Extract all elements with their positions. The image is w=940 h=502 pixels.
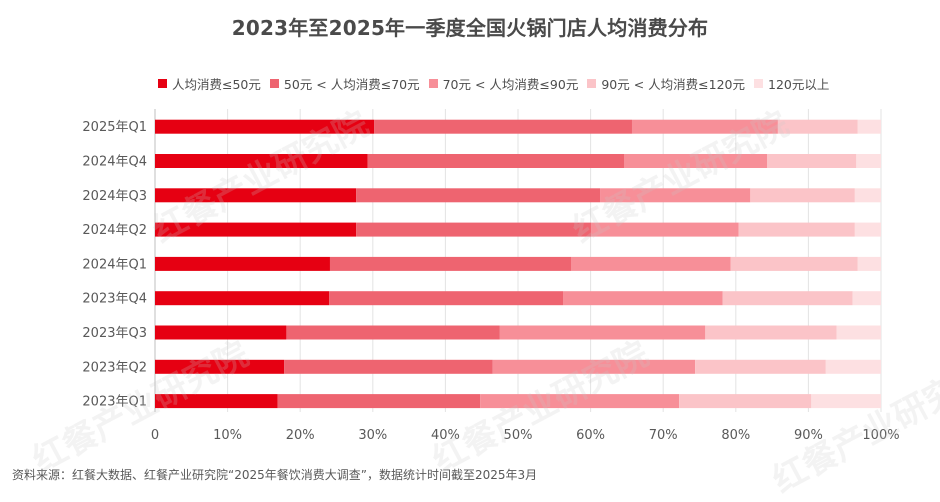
x-tick-label: 0	[151, 428, 159, 443]
bar-segment	[356, 222, 592, 237]
bar-segment	[155, 222, 357, 237]
bar-segment	[679, 394, 812, 409]
x-tick-label: 30%	[358, 428, 387, 443]
legend-item: 人均消费≤50元	[158, 74, 261, 93]
legend-item: 70元 < 人均消费≤90元	[428, 74, 579, 93]
bar-segment	[600, 188, 751, 203]
bar-segment	[852, 291, 881, 306]
legend-swatch-icon	[428, 79, 438, 88]
bar-segment	[591, 222, 739, 237]
bar-segment	[836, 325, 881, 340]
bar-segment	[825, 359, 881, 374]
x-tick-label: 20%	[286, 428, 315, 443]
bar-segment	[329, 291, 564, 306]
bar-segment	[750, 188, 855, 203]
bar-segment	[705, 325, 837, 340]
bar-segment	[738, 222, 855, 237]
bar-segment	[857, 256, 881, 271]
x-tick-label: 40%	[431, 428, 460, 443]
x-tick-label: 10%	[213, 428, 242, 443]
y-tick-label: 2024年Q4	[82, 155, 147, 170]
source-note: 资料来源：红餐大数据、红餐产业研究院“2025年餐饮消费大调查”，数据统计时间截…	[12, 468, 538, 482]
bar-segment	[722, 291, 853, 306]
y-tick-label: 2025年Q1	[82, 120, 147, 135]
bar-segment	[856, 154, 881, 168]
bar-segment	[563, 291, 723, 306]
bar-segment	[155, 325, 287, 340]
y-tick-label: 2023年Q1	[82, 395, 147, 410]
legend-swatch-icon	[269, 79, 279, 88]
bar-segment	[155, 119, 375, 134]
bar-segment	[367, 154, 624, 168]
bar-segment	[857, 119, 881, 134]
legend-item: 90元 < 人均消费≤120元	[587, 74, 745, 93]
chart-legend: 人均消费≤50元 50元 < 人均消费≤70元 70元 < 人均消费≤90元 90元 …	[158, 74, 838, 93]
bar-segment	[155, 256, 330, 271]
x-tick-label: 80%	[721, 428, 750, 443]
bar-segment	[155, 154, 368, 168]
bar-segment	[492, 359, 696, 374]
bar-segment	[329, 256, 571, 271]
y-tick-label: 2023年Q2	[82, 360, 147, 375]
bar-segment	[631, 119, 778, 134]
legend-swatch-icon	[754, 79, 763, 88]
legend-label: 70元 < 人均消费≤90元	[442, 77, 579, 92]
bar-segment	[695, 359, 826, 374]
bar-segment	[623, 154, 768, 168]
y-tick-label: 2023年Q3	[82, 326, 147, 341]
bar-segment	[155, 359, 285, 374]
x-tick-label: 60%	[576, 428, 605, 443]
bar-segment	[570, 256, 731, 271]
bar-segment	[155, 188, 357, 203]
bar-segment	[854, 222, 881, 237]
legend-item: 120元以上	[754, 74, 829, 93]
x-tick-label: 90%	[794, 428, 823, 443]
bar-segment	[277, 394, 481, 409]
bar-segment	[286, 325, 500, 340]
chart-title: 2023年至2025年一季度全国火锅门店人均消费分布	[231, 16, 709, 40]
bar-segment	[730, 256, 858, 271]
bar-segment	[374, 119, 632, 134]
x-tick-label: 100%	[862, 428, 899, 443]
bar-segment	[777, 119, 858, 134]
bar-segment	[811, 394, 881, 409]
bar-segment	[155, 291, 330, 306]
bar-segment	[155, 394, 278, 409]
legend-label: 50元 < 人均消费≤70元	[283, 77, 420, 92]
bar-segment	[284, 359, 493, 374]
y-tick-label: 2024年Q2	[82, 223, 147, 238]
legend-swatch-icon	[587, 79, 597, 88]
bar-segment	[854, 188, 881, 203]
bar-segment	[767, 154, 857, 168]
bar-segment	[356, 188, 601, 203]
legend-item: 50元 < 人均消费≤70元	[269, 74, 420, 93]
y-tick-label: 2023年Q4	[82, 292, 147, 307]
legend-label: 120元以上	[768, 77, 830, 92]
bar-segment	[480, 394, 680, 409]
y-tick-label: 2024年Q1	[82, 257, 147, 272]
bar-segment	[499, 325, 706, 340]
legend-swatch-icon	[158, 79, 167, 88]
y-tick-label: 2024年Q3	[82, 189, 147, 204]
legend-label: 人均消费≤50元	[172, 77, 261, 92]
legend-label: 90元 < 人均消费≤120元	[601, 77, 745, 92]
x-tick-label: 70%	[649, 428, 678, 443]
x-tick-label: 50%	[504, 428, 533, 443]
